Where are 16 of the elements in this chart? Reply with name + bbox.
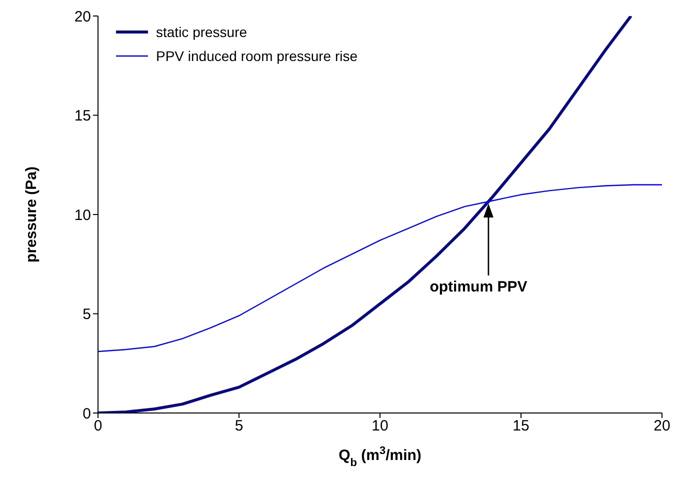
legend-label: static pressure bbox=[156, 23, 248, 42]
y-tick-label: 20 bbox=[74, 8, 91, 26]
x-axis-title: Q$_{b}$ (m$^{3}$/min) bbox=[338, 445, 422, 469]
y-axis-title: pressure (Pa) bbox=[23, 166, 40, 262]
y-tick-label: 15 bbox=[74, 108, 91, 125]
x-tick-label: 5 bbox=[234, 418, 244, 435]
y-tick-label: 5 bbox=[82, 306, 91, 324]
legend-label: PPV induced room pressure rise bbox=[156, 47, 358, 66]
y-tick-label: 0 bbox=[82, 405, 91, 422]
x-tick-label: 15 bbox=[512, 418, 530, 435]
x-tick-label: 0 bbox=[94, 418, 102, 435]
x-tick-label: 10 bbox=[372, 418, 388, 435]
annotation: optimum PPV bbox=[430, 278, 528, 296]
y-tick-label: 10 bbox=[74, 206, 91, 224]
x-tick-label: 20 bbox=[654, 418, 670, 435]
line-series bbox=[98, 184, 662, 352]
